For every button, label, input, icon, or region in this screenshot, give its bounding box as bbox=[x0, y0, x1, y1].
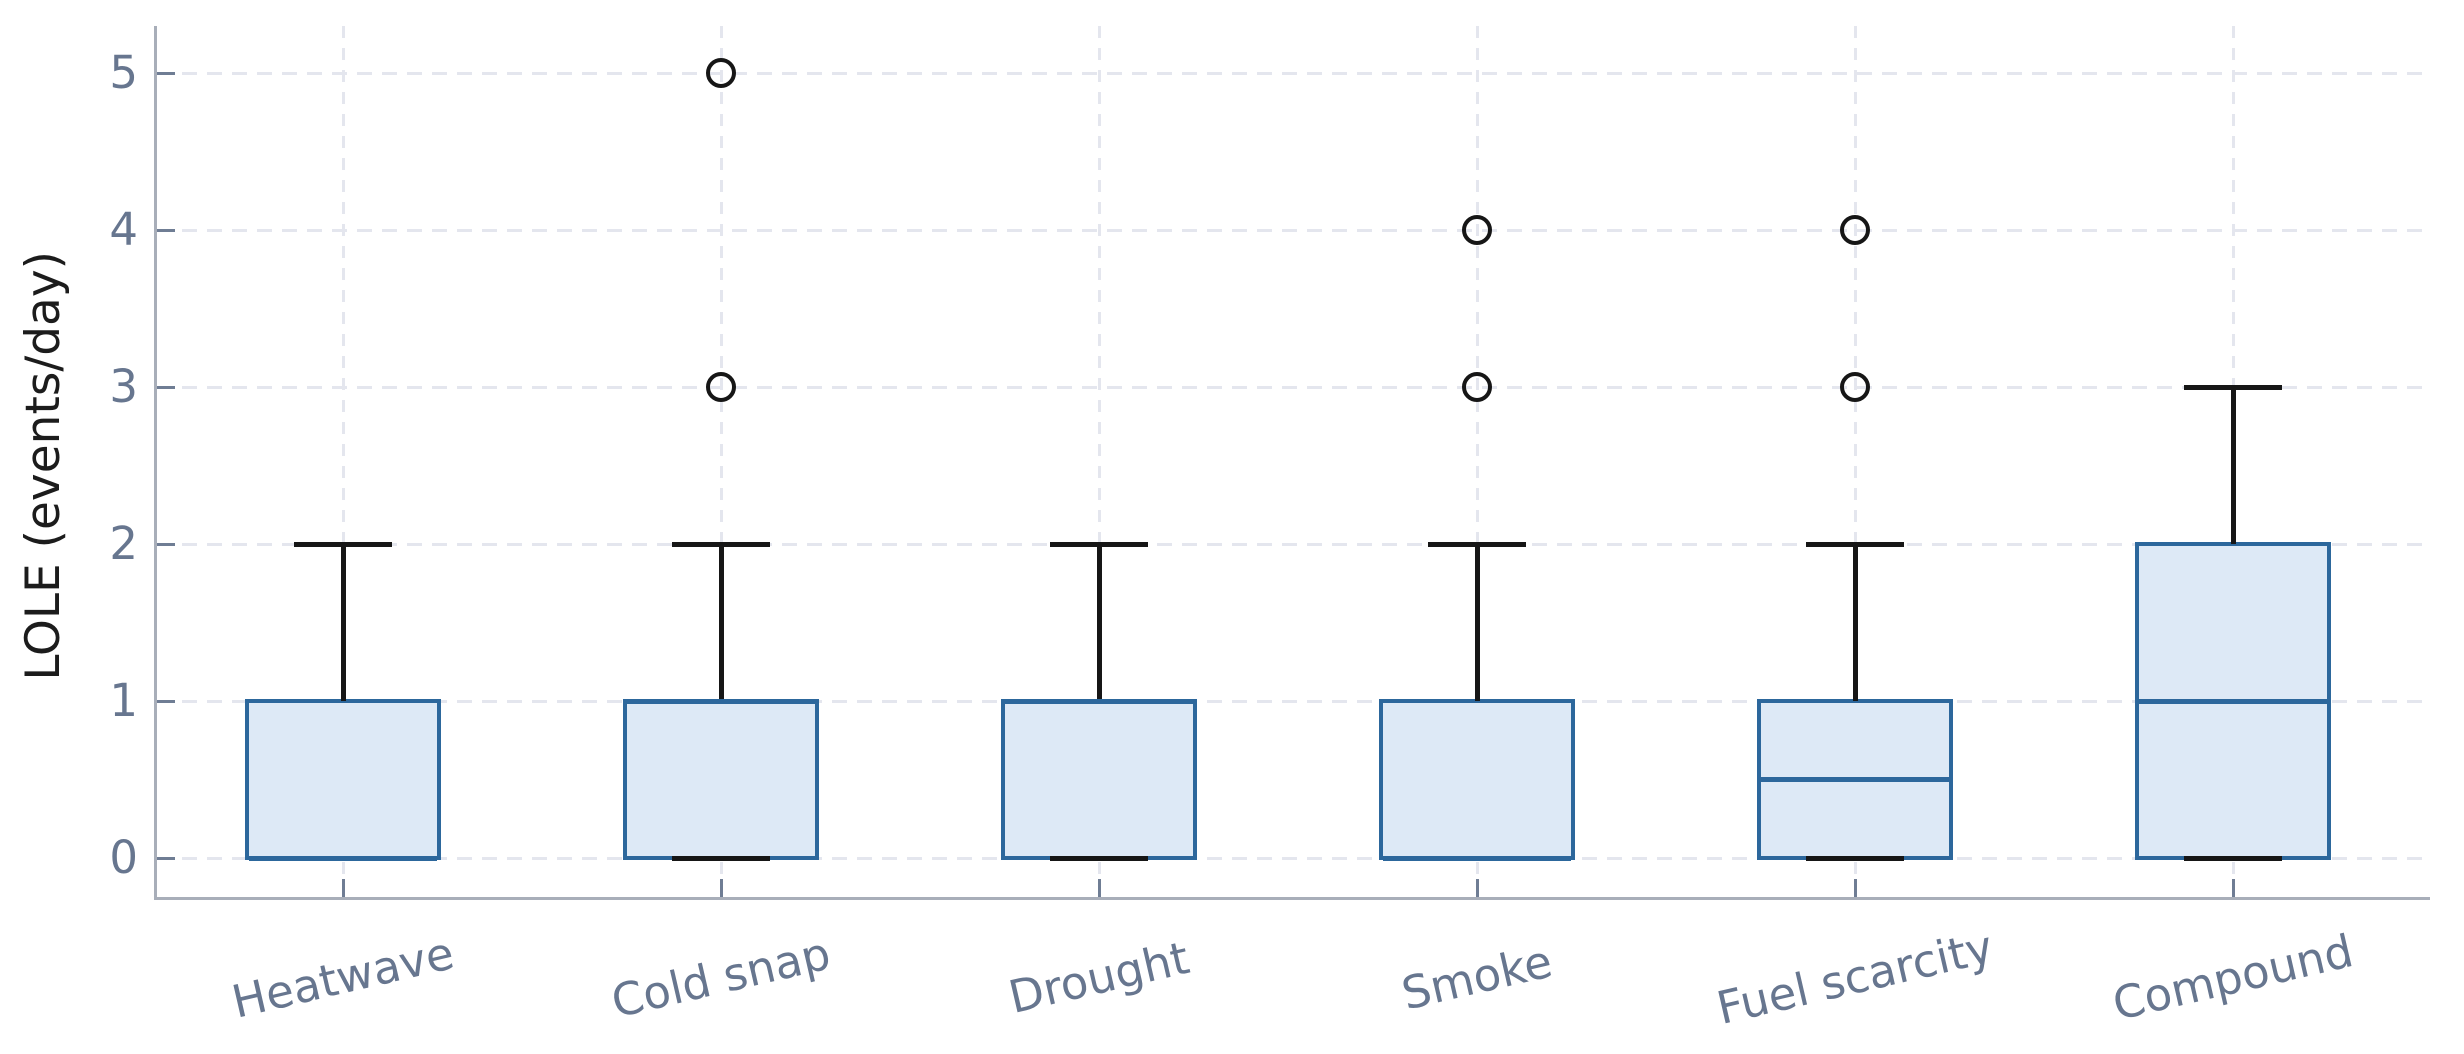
cap-upper-heatwave bbox=[294, 541, 392, 547]
whisker-upper-heatwave bbox=[340, 544, 346, 701]
cap-upper-cold-snap bbox=[672, 541, 770, 547]
cap-lower-fuel-scarcity bbox=[1806, 855, 1904, 861]
whisker-upper-compound bbox=[2230, 387, 2236, 544]
gridline-horizontal-2 bbox=[157, 542, 2430, 546]
cap-upper-drought bbox=[1050, 541, 1148, 547]
y-tick-5 bbox=[157, 71, 175, 75]
x-tick-smoke bbox=[1475, 879, 1479, 897]
gridline-horizontal-0 bbox=[157, 856, 2430, 860]
whisker-upper-smoke bbox=[1474, 544, 1480, 701]
gridline-vertical-smoke bbox=[1475, 26, 1479, 900]
y-tick-label: 5 bbox=[109, 46, 138, 99]
y-tick-2 bbox=[157, 542, 175, 546]
y-tick-3 bbox=[157, 385, 175, 389]
median-cold-snap bbox=[627, 698, 815, 704]
median-smoke bbox=[1383, 855, 1571, 861]
whisker-upper-cold-snap bbox=[718, 544, 724, 701]
x-tick-heatwave bbox=[341, 879, 345, 897]
gridline-horizontal-3 bbox=[157, 385, 2430, 389]
x-axis-spine bbox=[154, 897, 2430, 900]
gridline-vertical-fuel-scarcity bbox=[1853, 26, 1857, 900]
y-tick-1 bbox=[157, 699, 175, 703]
y-tick-0 bbox=[157, 856, 175, 860]
median-compound bbox=[2139, 698, 2327, 704]
box-smoke bbox=[1379, 699, 1575, 860]
outlier-smoke-4 bbox=[1462, 215, 1492, 245]
median-drought bbox=[1005, 698, 1193, 704]
whisker-upper-fuel-scarcity bbox=[1852, 544, 1858, 701]
cap-upper-fuel-scarcity bbox=[1806, 541, 1904, 547]
y-tick-4 bbox=[157, 228, 175, 232]
box-cold-snap bbox=[623, 699, 819, 860]
y-tick-label: 1 bbox=[109, 674, 138, 727]
cap-upper-smoke bbox=[1428, 541, 1526, 547]
outlier-cold-snap-5 bbox=[706, 58, 736, 88]
median-heatwave bbox=[249, 855, 437, 861]
box-heatwave bbox=[245, 699, 441, 860]
outlier-fuel-scarcity-4 bbox=[1840, 215, 1870, 245]
gridline-horizontal-1 bbox=[157, 699, 2430, 703]
y-tick-label: 3 bbox=[109, 360, 138, 413]
gridline-vertical-drought bbox=[1097, 26, 1101, 900]
median-fuel-scarcity bbox=[1761, 777, 1949, 782]
cap-lower-drought bbox=[1050, 855, 1148, 861]
outlier-smoke-3 bbox=[1462, 372, 1492, 402]
whisker-upper-drought bbox=[1096, 544, 1102, 701]
gridline-horizontal-4 bbox=[157, 228, 2430, 232]
gridline-horizontal-5 bbox=[157, 71, 2430, 75]
gridline-vertical-cold-snap bbox=[719, 26, 723, 900]
box-drought bbox=[1001, 699, 1197, 860]
cap-lower-cold-snap bbox=[672, 855, 770, 861]
outlier-fuel-scarcity-3 bbox=[1840, 372, 1870, 402]
x-tick-fuel-scarcity bbox=[1853, 879, 1857, 897]
x-tick-cold-snap bbox=[719, 879, 723, 897]
cap-upper-compound bbox=[2184, 384, 2282, 390]
outlier-cold-snap-3 bbox=[706, 372, 736, 402]
x-tick-drought bbox=[1097, 879, 1101, 897]
cap-lower-compound bbox=[2184, 855, 2282, 861]
y-axis-spine bbox=[154, 26, 157, 900]
y-tick-label: 0 bbox=[109, 831, 138, 884]
y-tick-label: 2 bbox=[109, 517, 138, 570]
y-tick-label: 4 bbox=[109, 203, 138, 256]
x-tick-compound bbox=[2231, 879, 2235, 897]
gridline-vertical-heatwave bbox=[341, 26, 345, 900]
